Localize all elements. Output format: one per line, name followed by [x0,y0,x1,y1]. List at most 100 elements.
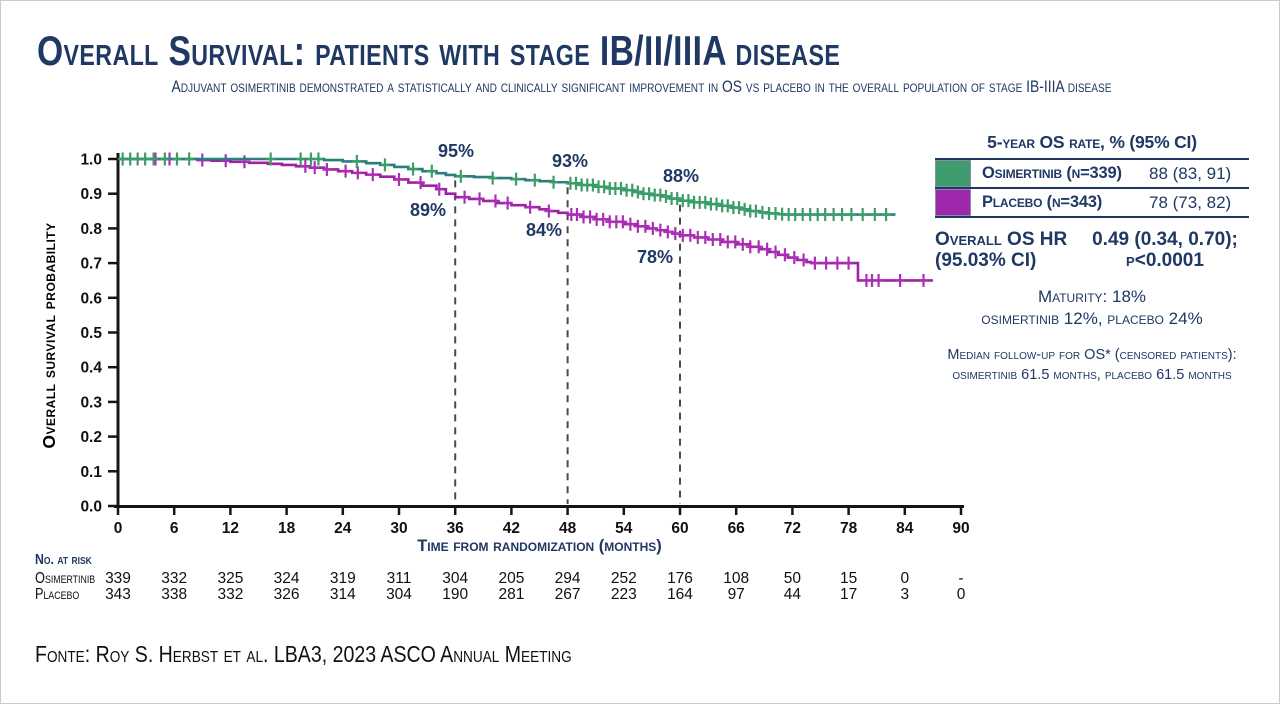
curve-annotations: 95% 93% 88% 89% 84% 78% [410,141,699,267]
x-tick-label: 42 [503,520,520,537]
risk-value: 108 [723,570,750,587]
annotation-84%: 84% [526,220,562,240]
risk-value: 50 [783,570,802,587]
x-tick-label: 72 [784,520,801,537]
risk-value: 304 [442,570,469,587]
page-title: Overall Survival: patients with stage IB… [37,27,1041,75]
risk-value: 325 [217,570,244,587]
y-tick-label: 0.7 [80,256,102,273]
osimertinib-color-swatch [935,160,971,187]
y-tick-label: 0.3 [80,394,102,411]
x-tick-label: 54 [615,520,633,537]
risk-row-label-osimertinib: Osimertinib [35,570,96,587]
y-tick-label: 0.2 [80,429,102,446]
placebo-color-swatch [935,189,971,216]
x-tick-label: 84 [896,520,914,537]
x-tick-label: 12 [222,520,239,537]
x-tick-label: 90 [952,520,969,537]
os-rate-table-header: 5-year OS rate, % (95% CI) [987,132,1197,152]
risk-value: 252 [610,570,637,587]
hazard-ratio-label: Overall OS HR (95.03% CI) [935,229,1068,272]
risk-value: 44 [783,586,802,603]
risk-value: 176 [667,570,693,587]
y-tick-label: 0.6 [80,290,102,307]
risk-value: 223 [610,586,637,603]
reference-dashed-lines [454,180,681,504]
annotation-78%: 78% [637,247,673,267]
y-axis-title: Overall survival probability [39,222,59,448]
series-osimertinib [118,152,896,222]
page-title-text: Overall Survival: patients with stage IB… [37,27,841,74]
os-rate-table: Osimertinib (n=339) 88 (83, 91) Placebo … [935,158,1249,218]
risk-value: 326 [273,586,300,603]
annotation-88%: 88% [663,166,699,186]
risk-value: 0 [900,570,910,587]
x-tick-label: 30 [390,520,407,537]
risk-value: 332 [217,586,244,603]
y-tick-label: 0.0 [80,499,102,516]
risk-value: 314 [329,586,356,603]
risk-value: 324 [273,570,300,587]
x-tick-label: 78 [840,520,858,537]
risk-value: 190 [442,586,469,603]
risk-value: 0 [956,586,966,603]
risk-value: 15 [839,570,858,587]
source-citation: Fonte: Roy S. Herbst et al. LBA3, 2023 A… [35,641,572,667]
y-tick-label: 0.5 [80,325,102,342]
series-placebo [118,152,933,287]
median-followup-note: Median follow-up for OS* (censored patie… [947,347,1237,384]
hazard-ratio-block: Overall OS HR (95.03% CI) 0.49 (0.34, 0.… [935,229,1249,272]
x-tick-label: 18 [278,520,296,537]
maturity-note: Maturity: 18% osimertinib 12%, placebo 2… [981,286,1203,328]
annotation-89%: 89% [410,200,446,220]
x-tick-label: 0 [114,520,123,537]
y-tick-label: 1.0 [80,152,102,169]
os-rate-value-placebo: 78 (73, 82) [1149,192,1232,212]
survival-curve-placebo [118,157,933,282]
risk-value: 205 [498,570,525,587]
axes: 0 6 12 18 24 30 36 42 48 54 60 66 72 78 84 90 0.0 0.1 0.2 0… [39,152,970,556]
x-tick-label: 24 [334,520,352,537]
page-subtitle: Adjuvant osimertinib demonstrated a stat… [1,78,1279,97]
risk-value: 311 [386,570,412,587]
risk-table-header: No. at risk [35,552,92,568]
os-rate-label-osimertinib: Osimertinib (n=339) [982,164,1122,182]
risk-row-label-placebo: Placebo [35,586,80,603]
y-tick-label: 0.4 [80,360,102,377]
risk-value: 281 [498,586,525,603]
x-tick-label: 36 [447,520,465,537]
y-tick-label: 0.8 [80,221,102,238]
censor-marks-osimertinib [118,152,891,222]
os-rate-value-osimertinib: 88 (83, 91) [1149,163,1232,183]
hazard-ratio-value: 0.49 (0.34, 0.70); p<0.0001 [1092,229,1238,272]
x-tick-label: 60 [671,520,688,537]
x-tick-label: 66 [728,520,746,537]
risk-value: 319 [329,570,356,587]
survival-curve-osimertinib [118,157,896,216]
risk-value: 343 [105,586,131,603]
risk-value: 339 [105,570,131,587]
x-axis-title: Time from randomization (months) [417,537,662,555]
risk-value: 97 [727,586,745,603]
censor-marks-placebo [150,152,929,287]
os-rate-row-placebo: Placebo (n=343) 78 (73, 82) [935,189,1249,218]
risk-value: 17 [839,586,858,603]
annotation-95%: 95% [438,141,474,161]
y-tick-label: 0.9 [80,186,102,203]
page-subtitle-text: Adjuvant osimertinib demonstrated a stat… [171,78,1111,96]
risk-value: 338 [161,586,188,603]
os-rate-label-placebo: Placebo (n=343) [982,193,1103,211]
x-tick-label: 6 [170,520,179,537]
risk-value: 332 [161,570,188,587]
os-rate-row-osimertinib: Osimertinib (n=339) 88 (83, 91) [935,160,1249,189]
annotation-93%: 93% [552,151,588,171]
stats-panel: 5-year OS rate, % (95% CI) Osimertinib (… [935,132,1249,385]
risk-value: 304 [386,586,412,603]
risk-value: 164 [667,586,693,603]
risk-value: 3 [900,586,910,603]
risk-value: 294 [554,570,581,587]
risk-value: 267 [554,586,581,603]
risk-value: - [958,570,964,587]
y-tick-label: 0.1 [80,464,102,481]
